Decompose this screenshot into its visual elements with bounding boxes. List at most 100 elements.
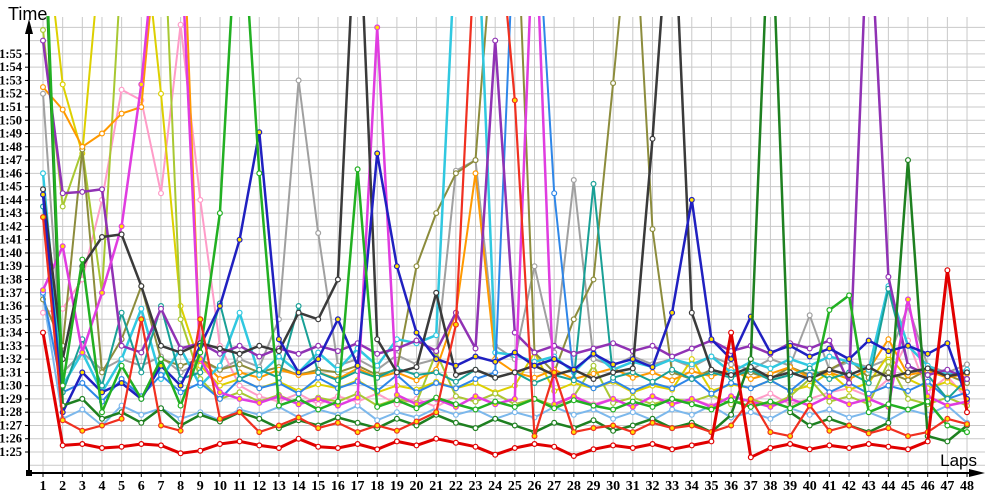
data-point-black	[944, 373, 951, 380]
data-point-red	[158, 442, 165, 449]
data-point-black	[256, 342, 263, 349]
data-point-black	[649, 135, 656, 142]
data-point-forestgreen	[610, 427, 617, 434]
data-point-navy	[334, 316, 341, 323]
x-tick-label: 1	[40, 479, 47, 494]
y-tick-label: 1:54	[0, 60, 23, 74]
data-point-dodgerblue	[728, 380, 735, 387]
x-tick-label: 16	[331, 479, 345, 494]
data-point-navy	[904, 342, 911, 349]
x-tick-label: 29	[586, 479, 600, 494]
data-point-yellowgreen	[236, 389, 243, 396]
data-point-dodgerblue	[590, 385, 597, 392]
data-point-magenta	[944, 402, 951, 409]
x-tick-label: 5	[118, 479, 125, 494]
data-point-pink	[177, 21, 184, 28]
data-point-navy	[79, 369, 86, 376]
data-point-crimson	[551, 369, 558, 376]
data-point-cyan	[374, 362, 381, 369]
data-point-purple	[904, 362, 911, 369]
data-point-lightblue	[629, 409, 636, 416]
data-point-red	[924, 438, 931, 445]
data-point-green	[728, 397, 735, 404]
data-point-dodgerblue	[216, 395, 223, 402]
x-axis-arrow	[969, 469, 985, 477]
data-point-magenta	[610, 395, 617, 402]
data-point-gray	[236, 356, 243, 363]
data-point-red	[315, 443, 322, 450]
data-point-green	[924, 398, 931, 405]
data-point-teal	[826, 376, 833, 383]
data-point-red	[904, 446, 911, 453]
data-point-black	[767, 374, 774, 381]
data-point-orange	[79, 143, 86, 150]
x-tick-label: 13	[272, 479, 286, 494]
data-point-green	[413, 405, 420, 412]
data-point-navy	[885, 348, 892, 355]
data-point-crimson	[413, 418, 420, 425]
data-point-purple	[98, 186, 105, 193]
data-point-teal	[570, 377, 577, 384]
data-point-dodgerblue	[452, 385, 459, 392]
data-point-magenta	[767, 403, 774, 410]
data-point-crimson	[865, 430, 872, 437]
data-point-olive	[98, 369, 105, 376]
data-point-yellowgreen	[177, 316, 184, 323]
data-point-green	[885, 401, 892, 408]
data-point-dodgerblue	[629, 388, 636, 395]
data-point-purple	[79, 188, 86, 195]
data-point-black	[177, 349, 184, 356]
data-point-red	[275, 445, 282, 452]
x-tick-labels: 1 2 3 4 5 6 7 8 9 10 11 12 13 14 15 16 17 18 19 20 21 22 23 24 2…	[40, 479, 975, 494]
data-point-navy	[433, 356, 440, 363]
data-point-forestgreen	[256, 415, 263, 422]
data-point-magenta	[393, 391, 400, 398]
data-point-black	[118, 231, 125, 238]
data-point-yellowgreen	[39, 27, 46, 34]
data-point-green	[315, 406, 322, 413]
data-point-navy	[924, 350, 931, 357]
data-point-magenta	[846, 401, 853, 408]
x-tick-label: 41	[822, 479, 836, 494]
data-point-orange	[590, 370, 597, 377]
data-point-olive	[610, 80, 617, 87]
data-point-green	[747, 403, 754, 410]
data-point-green	[256, 170, 263, 177]
data-point-dodgerblue	[472, 376, 479, 383]
y-tick-label: 1:31	[0, 365, 22, 379]
data-point-crimson	[295, 414, 302, 421]
x-tick-label: 7	[157, 479, 164, 494]
data-point-pink	[236, 382, 243, 389]
data-point-magenta	[236, 395, 243, 402]
x-tick-label: 42	[842, 479, 856, 494]
y-tick-label: 1:39	[0, 259, 22, 273]
data-point-orange	[413, 377, 420, 384]
y-tick-label: 1:40	[0, 246, 22, 260]
data-point-green	[551, 405, 558, 412]
data-point-cyan	[275, 353, 282, 360]
axis-origin-marker	[26, 470, 32, 476]
series-group	[39, 16, 970, 461]
data-point-pink	[39, 309, 46, 316]
y-tick-label: 1:52	[0, 87, 22, 101]
data-point-green	[590, 402, 597, 409]
data-point-green	[158, 356, 165, 363]
data-point-yellowgreen	[904, 395, 911, 402]
data-point-magenta	[39, 287, 46, 294]
data-point-red	[334, 445, 341, 452]
data-point-cyan	[688, 361, 695, 368]
x-tick-label: 2	[59, 479, 66, 494]
data-point-lightblue	[747, 409, 754, 416]
data-point-black	[295, 309, 302, 316]
data-point-crimson	[728, 422, 735, 429]
data-point-red	[138, 441, 145, 448]
data-point-crimson	[669, 425, 676, 432]
data-point-yellow	[315, 381, 322, 388]
data-point-lightblue	[767, 415, 774, 422]
data-point-teal	[452, 378, 459, 385]
data-point-crimson	[531, 433, 538, 440]
x-tick-label: 21	[429, 479, 443, 494]
data-point-lightblue	[511, 409, 518, 416]
data-point-pink	[767, 390, 774, 397]
